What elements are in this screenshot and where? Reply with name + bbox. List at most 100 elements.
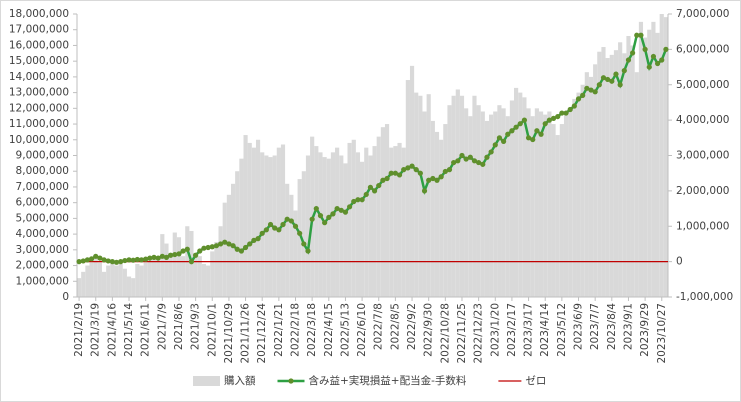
bar xyxy=(434,131,440,297)
bar xyxy=(210,251,215,297)
line-marker xyxy=(259,230,265,236)
line-marker xyxy=(388,170,394,176)
line-marker xyxy=(88,256,95,262)
line-marker xyxy=(521,117,528,123)
line-marker xyxy=(654,60,661,67)
bar xyxy=(131,278,136,297)
line-marker xyxy=(313,205,319,212)
bar xyxy=(618,42,623,297)
line-marker xyxy=(276,227,282,233)
bar xyxy=(339,155,344,297)
line-marker xyxy=(234,246,240,252)
bar xyxy=(372,146,377,297)
bar xyxy=(509,100,515,297)
bar xyxy=(193,252,198,297)
bar xyxy=(176,237,182,297)
x-tick-label: 2023/3/17 xyxy=(523,303,535,357)
x-tick-label: 2022/11/25 xyxy=(456,303,468,364)
x-tick-label: 2021/10/29 xyxy=(223,303,235,364)
bar xyxy=(414,92,419,297)
bar xyxy=(101,271,107,297)
y-tick-label: 18,000,000 xyxy=(9,8,69,20)
bar xyxy=(593,64,598,297)
bar xyxy=(547,111,552,297)
line-marker xyxy=(247,241,253,247)
x-tick-label: 2022/5/13 xyxy=(339,303,351,357)
line-marker xyxy=(334,205,340,212)
bar xyxy=(455,89,460,297)
x-tick-label: 2021/12/24 xyxy=(256,303,268,364)
y2-tick-label: 1,000,000 xyxy=(676,220,729,232)
line-marker xyxy=(351,198,357,205)
y2-tick-label: 6,000,000 xyxy=(676,43,729,55)
line-marker xyxy=(143,256,149,262)
line-marker xyxy=(605,76,611,83)
line-marker xyxy=(205,244,211,251)
line-marker xyxy=(130,257,136,263)
bar xyxy=(634,72,639,297)
line-marker xyxy=(76,259,82,265)
line-marker xyxy=(405,165,411,171)
bar xyxy=(126,276,132,297)
line-marker xyxy=(600,75,607,81)
bar xyxy=(97,262,102,297)
bar xyxy=(160,234,165,297)
line-marker xyxy=(488,149,494,155)
line-marker xyxy=(426,177,432,183)
line-marker xyxy=(272,225,278,231)
x-tick-label: 2021/10/1 xyxy=(206,303,218,357)
bar xyxy=(351,139,356,297)
bar xyxy=(472,95,477,297)
bar xyxy=(534,108,539,297)
bar xyxy=(230,183,236,297)
line-marker xyxy=(101,257,107,263)
x-tick-label: 2021/7/9 xyxy=(156,303,168,350)
y-tick-label: 16,000,000 xyxy=(9,39,69,51)
bar xyxy=(222,202,227,297)
line-marker xyxy=(621,68,627,74)
x-tick-label: 2021/2/19 xyxy=(73,303,85,357)
x-tick-label: 2022/4/15 xyxy=(323,303,335,357)
bar xyxy=(139,265,144,297)
bar xyxy=(330,152,336,297)
line-marker xyxy=(492,142,498,148)
y-tick-label: 7,000,000 xyxy=(16,181,69,193)
x-tick-label: 2021/3/19 xyxy=(90,303,102,357)
line-marker xyxy=(251,237,257,243)
bar xyxy=(576,92,581,297)
line-marker xyxy=(326,214,332,221)
bar xyxy=(630,45,635,297)
bar xyxy=(301,171,306,297)
bar xyxy=(335,147,340,297)
x-tick-label: 2022/10/28 xyxy=(439,303,451,364)
line-marker xyxy=(438,174,444,180)
line-marker xyxy=(122,257,128,264)
bar xyxy=(651,21,656,297)
line-marker xyxy=(317,213,324,219)
y2-tick-label: 0 xyxy=(676,256,683,268)
bar xyxy=(451,95,456,297)
line-marker xyxy=(409,163,415,169)
line-marker xyxy=(93,253,99,259)
line-marker xyxy=(138,257,145,263)
y-tick-label: 15,000,000 xyxy=(9,55,69,67)
bar xyxy=(609,54,614,297)
y-tick-label: 9,000,000 xyxy=(16,150,69,162)
line-marker xyxy=(347,204,353,210)
bar xyxy=(647,29,652,297)
bar xyxy=(468,116,473,297)
bar xyxy=(255,139,261,297)
line-marker xyxy=(180,248,186,254)
line-marker xyxy=(226,241,232,247)
line-marker xyxy=(638,32,644,38)
line-marker xyxy=(238,248,244,254)
line-marker xyxy=(384,175,390,182)
bar xyxy=(447,105,452,297)
line-marker xyxy=(301,241,307,247)
bar xyxy=(538,111,544,297)
line-marker xyxy=(538,131,544,137)
line-marker xyxy=(155,255,161,261)
bar xyxy=(143,262,148,297)
bar xyxy=(489,114,494,297)
